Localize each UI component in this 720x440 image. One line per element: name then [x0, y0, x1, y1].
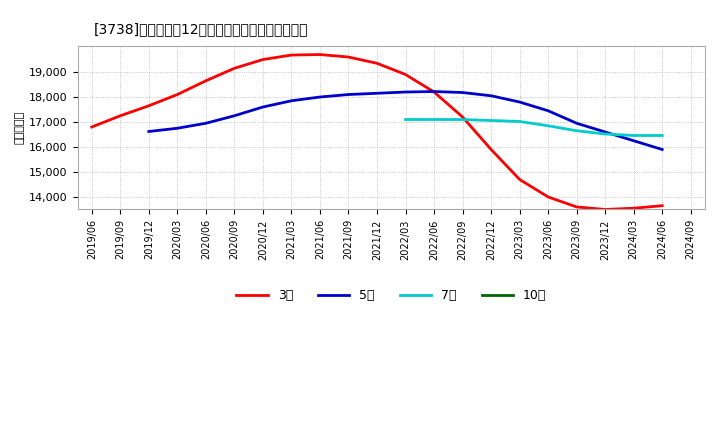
7年 [516, 119, 524, 124]
3年 [487, 147, 495, 152]
7年 [430, 117, 438, 122]
5年 [173, 125, 181, 131]
5年 [487, 93, 495, 99]
3年 [373, 61, 382, 66]
7年 [572, 128, 581, 133]
7年 [401, 117, 410, 122]
3年 [516, 177, 524, 182]
5年 [230, 113, 239, 118]
3年 [202, 78, 210, 84]
5年 [601, 129, 610, 135]
3年 [315, 52, 324, 57]
Text: [3738]　経常利益12か月移動合計の平均値の推移: [3738] 経常利益12か月移動合計の平均値の推移 [94, 22, 308, 36]
5年 [287, 98, 296, 103]
3年 [116, 113, 125, 118]
5年 [315, 94, 324, 99]
Y-axis label: （百万円）: （百万円） [15, 111, 25, 144]
3年 [145, 103, 153, 108]
3年 [430, 89, 438, 95]
7年 [544, 123, 552, 128]
3年 [401, 72, 410, 77]
3年 [658, 203, 667, 209]
5年 [544, 108, 552, 114]
3年 [287, 52, 296, 58]
7年 [487, 118, 495, 123]
5年 [458, 90, 467, 95]
5年 [430, 89, 438, 94]
3年 [258, 57, 267, 62]
3年 [87, 125, 96, 130]
5年 [145, 129, 153, 134]
7年 [658, 133, 667, 138]
5年 [658, 147, 667, 152]
5年 [373, 91, 382, 96]
5年 [202, 121, 210, 126]
5年 [572, 121, 581, 126]
7年 [601, 132, 610, 137]
5年 [344, 92, 353, 97]
3年 [544, 194, 552, 200]
3年 [458, 114, 467, 120]
7年 [458, 117, 467, 122]
5年 [629, 138, 638, 143]
3年 [230, 66, 239, 71]
Line: 5年: 5年 [149, 92, 662, 150]
Line: 7年: 7年 [405, 120, 662, 136]
7年 [629, 133, 638, 138]
3年 [344, 55, 353, 60]
5年 [258, 104, 267, 110]
3年 [629, 205, 638, 211]
5年 [401, 89, 410, 95]
Legend: 3年, 5年, 7年, 10年: 3年, 5年, 7年, 10年 [231, 284, 551, 308]
3年 [173, 92, 181, 97]
3年 [572, 204, 581, 209]
Line: 3年: 3年 [91, 55, 662, 209]
3年 [601, 207, 610, 212]
5年 [516, 99, 524, 105]
